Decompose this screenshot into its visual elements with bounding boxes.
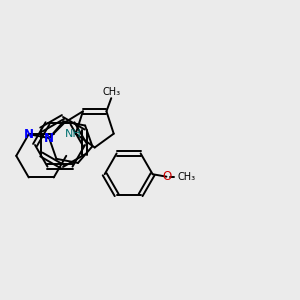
Text: NH: NH xyxy=(65,129,82,139)
Text: CH₃: CH₃ xyxy=(177,172,196,182)
Text: N: N xyxy=(44,132,54,145)
Text: N: N xyxy=(24,128,34,141)
Text: O: O xyxy=(163,170,172,183)
Text: CH₃: CH₃ xyxy=(102,87,120,97)
